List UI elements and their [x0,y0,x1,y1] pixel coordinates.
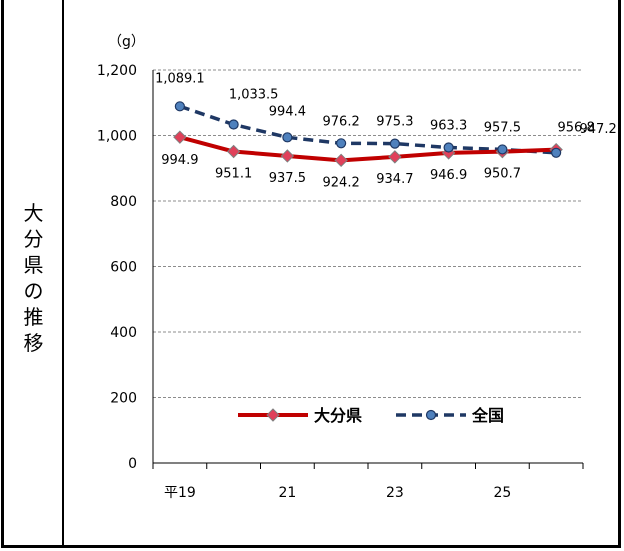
series-line-oita [179,135,557,163]
marker-oita [226,144,241,159]
x-tick-label: 21 [278,485,296,501]
side-label: 大 分 県 の 推 移 [3,200,64,356]
data-label-national: 1,033.5 [229,88,279,103]
marker-national [228,119,239,130]
legend: 大分県 全国 [238,406,504,425]
side-label-char: 分 [23,227,44,251]
axes: 0 200 400 600 800 1,000 1,200 平19 21 23 25 [97,63,584,501]
data-label-national: 947.2 [580,122,617,137]
legend-label-oita: 大分県 [314,406,362,425]
data-label-oita: 950.7 [484,167,521,182]
side-label-char: 移 [23,331,44,355]
marker-oita [173,130,187,144]
data-label-oita: 994.9 [161,153,198,168]
y-tick-label: 1,200 [97,63,137,79]
data-label-oita: 934.7 [376,172,413,187]
grid [153,69,583,398]
data-label-oita: 951.1 [215,167,252,182]
data-label-oita: 937.5 [269,171,306,186]
side-label-char: 大 [23,201,44,225]
marker-national [551,147,562,158]
data-label-oita: 956.8 [558,120,595,135]
marker-oita [441,146,456,160]
data-label-national: 963.3 [430,119,467,134]
data-label-oita: 924.2 [323,175,360,190]
y-tick-label: 400 [110,325,137,341]
marker-oita [388,150,402,164]
data-label-oita: 946.9 [430,168,467,183]
data-label-national: 957.5 [484,120,521,135]
x-tick-label: 25 [493,485,511,501]
legend-marker-national [425,409,437,421]
side-column: 大 分 県 の 推 移 [3,0,64,545]
side-label-char: の [23,279,44,303]
data-label-national: 1,089.1 [155,71,205,86]
data-label-national: 994.4 [269,104,306,119]
marker-oita [280,149,295,163]
legend-label-national: 全国 [471,406,504,425]
series-line-national [179,104,557,155]
marker-national [336,138,347,149]
y-tick-label: 200 [110,391,137,407]
data-label-national: 976.2 [323,114,360,129]
unit-label: （g） [108,34,145,50]
x-tick-label: 23 [386,485,404,501]
marker-national [389,138,400,149]
y-tick-label: 0 [128,456,137,472]
marker-national [174,101,185,112]
side-label-char: 県 [23,253,44,277]
y-tick-label: 1,000 [97,129,137,145]
marker-national [282,132,293,143]
x-tick-label: 平19 [164,485,196,501]
series-layer [173,101,563,168]
data-label-national: 975.3 [376,115,413,130]
y-tick-label: 800 [110,194,137,210]
y-tick-label: 600 [110,260,137,276]
legend-marker-oita [266,408,280,422]
marker-national [443,142,454,153]
side-label-char: 推 [23,305,44,329]
marker-oita [334,153,348,168]
marker-national [497,144,508,155]
